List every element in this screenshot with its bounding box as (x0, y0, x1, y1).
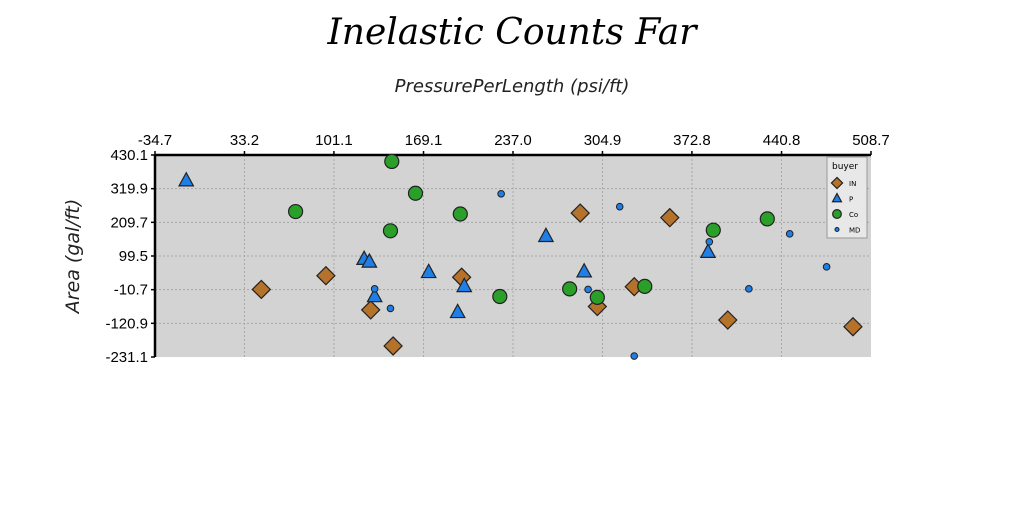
data-point-in (570, 203, 591, 223)
legend-label-co: Co (849, 211, 858, 219)
legend-marker-co (832, 209, 842, 219)
legend-marker-in (830, 176, 844, 190)
data-point-in (717, 310, 738, 330)
axes: -34.7 33.2 101.1 169.1 237.0 304.9 372.8 440.8 5… (105, 132, 889, 366)
y-axis-label: Area (gal/ft) (62, 199, 84, 316)
data-point-co (589, 289, 605, 305)
x-tick-label: -34.7 (138, 132, 172, 149)
data-point-co (452, 206, 468, 222)
data-point-md (822, 263, 831, 271)
data-point-p (178, 171, 195, 187)
y-tick-label: -120.9 (105, 315, 148, 332)
data-point-md (497, 190, 505, 198)
x-tick-label: 440.8 (763, 132, 801, 149)
data-point-co (492, 288, 508, 305)
y-tick-label: 99.5 (119, 248, 148, 265)
y-tick-label: 209.7 (110, 214, 148, 231)
legend-marker-md (834, 226, 840, 233)
x-tick-label: 237.0 (494, 132, 532, 149)
legend-label-p: P (849, 196, 853, 204)
data-point-p (420, 263, 437, 279)
chart-title: Inelastic Counts Far (327, 12, 699, 53)
x-tick-label: 101.1 (315, 132, 353, 149)
legend-box (826, 156, 868, 239)
x-tick-label: 304.9 (584, 132, 622, 149)
data-point-co (407, 185, 424, 201)
data-point-p (366, 287, 383, 303)
data-point-in (383, 336, 403, 356)
data-point-p (361, 252, 378, 268)
data-point-p (699, 242, 717, 258)
data-point-co (562, 281, 578, 297)
data-point-p (537, 227, 555, 243)
legend: buyer IN P Co MD (826, 156, 868, 239)
data-point-in (659, 207, 680, 228)
x-tick-label: 508.7 (852, 132, 890, 149)
data-point-p (456, 277, 473, 293)
data-point-co (705, 222, 721, 238)
data-point-in (843, 316, 863, 337)
data-points (178, 153, 863, 360)
y-tick-label: 319.9 (110, 181, 148, 198)
data-point-co (384, 153, 400, 170)
data-point-md (630, 352, 639, 360)
x-axis-label: PressurePerLength (psi/ft) (395, 76, 630, 97)
data-point-in (316, 265, 336, 286)
data-point-in (251, 279, 272, 300)
y-tick-label: -231.1 (105, 349, 148, 366)
legend-title: buyer (832, 162, 858, 172)
x-tick-label: 169.1 (405, 132, 443, 149)
data-point-co (759, 211, 775, 227)
y-tick-label: -10.7 (114, 282, 148, 299)
x-tick-label: 33.2 (230, 132, 259, 149)
data-point-co (382, 223, 399, 239)
legend-label-in: IN (849, 180, 856, 188)
x-tick-label: 372.8 (673, 132, 711, 149)
data-point-md (785, 230, 794, 238)
data-point-p (575, 262, 593, 278)
data-point-md (745, 285, 753, 293)
data-point-p (449, 303, 466, 319)
legend-marker-p (831, 192, 843, 203)
data-point-md (370, 285, 379, 293)
data-point-md (705, 237, 714, 246)
y-tick-label: 430.1 (110, 147, 148, 164)
data-point-md (386, 304, 395, 313)
data-point-co (287, 203, 304, 220)
data-point-md (584, 285, 592, 294)
data-point-co (637, 278, 653, 294)
data-point-md (615, 202, 624, 211)
legend-label-md: MD (849, 227, 860, 235)
data-point-in (360, 300, 381, 320)
